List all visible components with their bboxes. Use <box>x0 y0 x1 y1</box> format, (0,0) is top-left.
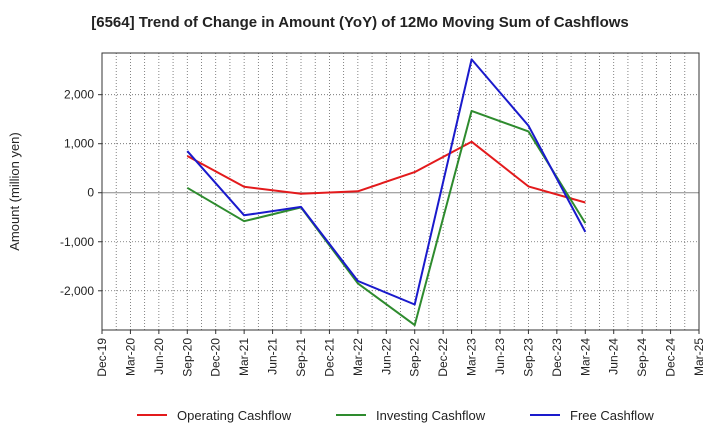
y-tick-label: 0 <box>87 186 94 200</box>
x-tick-label: Sep-24 <box>635 338 649 377</box>
x-tick-label: Mar-24 <box>578 338 592 376</box>
plot-frame <box>101 52 700 331</box>
x-tick-label: Jun-20 <box>152 338 166 375</box>
x-tick-label: Jun-22 <box>379 338 393 375</box>
legend-label: Investing Cashflow <box>376 408 486 423</box>
x-tick-label: Dec-21 <box>322 338 336 377</box>
x-tick-label: Jun-23 <box>493 338 507 375</box>
y-tick-label: 1,000 <box>64 137 94 151</box>
x-tick-label: Sep-21 <box>294 338 308 377</box>
x-tick-label: Dec-20 <box>209 338 223 377</box>
legend: Operating Cashflow Investing Cashflow Free… <box>137 408 654 423</box>
x-tick-label: Mar-23 <box>465 338 479 376</box>
y-tick-label: 2,000 <box>64 88 94 102</box>
x-tick-label: Sep-22 <box>408 338 422 377</box>
x-tick-label: Sep-23 <box>521 338 535 377</box>
axes: -2,000 -1,000 0 1,000 2,000 Dec-19 Mar-20 Jun-2… <box>7 52 706 377</box>
x-tick-label: Mar-20 <box>123 338 137 376</box>
x-tick-label: Dec-24 <box>664 338 678 377</box>
x-tick-label: Jun-24 <box>607 338 621 375</box>
x-tick-label: Dec-23 <box>550 338 564 377</box>
legend-label: Free Cashflow <box>570 408 654 423</box>
x-tick-label: Mar-21 <box>237 338 251 376</box>
chart-title: [6564] Trend of Change in Amount (YoY) o… <box>91 14 629 31</box>
y-tick-label: -1,000 <box>60 235 94 249</box>
x-tick-label: Jun-21 <box>266 338 280 375</box>
series-line-investing-cashflow <box>186 109 587 327</box>
series-lines <box>186 58 587 327</box>
grid <box>101 53 700 330</box>
series-line-free-cashflow <box>186 58 587 306</box>
series-line-operating-cashflow <box>186 140 586 204</box>
x-tick-label: Mar-25 <box>692 338 706 376</box>
x-tick-label: Mar-22 <box>351 338 365 376</box>
x-tick-label: Dec-19 <box>95 338 109 377</box>
x-tick-label: Sep-20 <box>180 338 194 377</box>
y-axis-title: Amount (million yen) <box>7 132 22 251</box>
x-tick-label: Dec-22 <box>436 338 450 377</box>
legend-label: Operating Cashflow <box>177 408 292 423</box>
y-tick-label: -2,000 <box>60 284 94 298</box>
